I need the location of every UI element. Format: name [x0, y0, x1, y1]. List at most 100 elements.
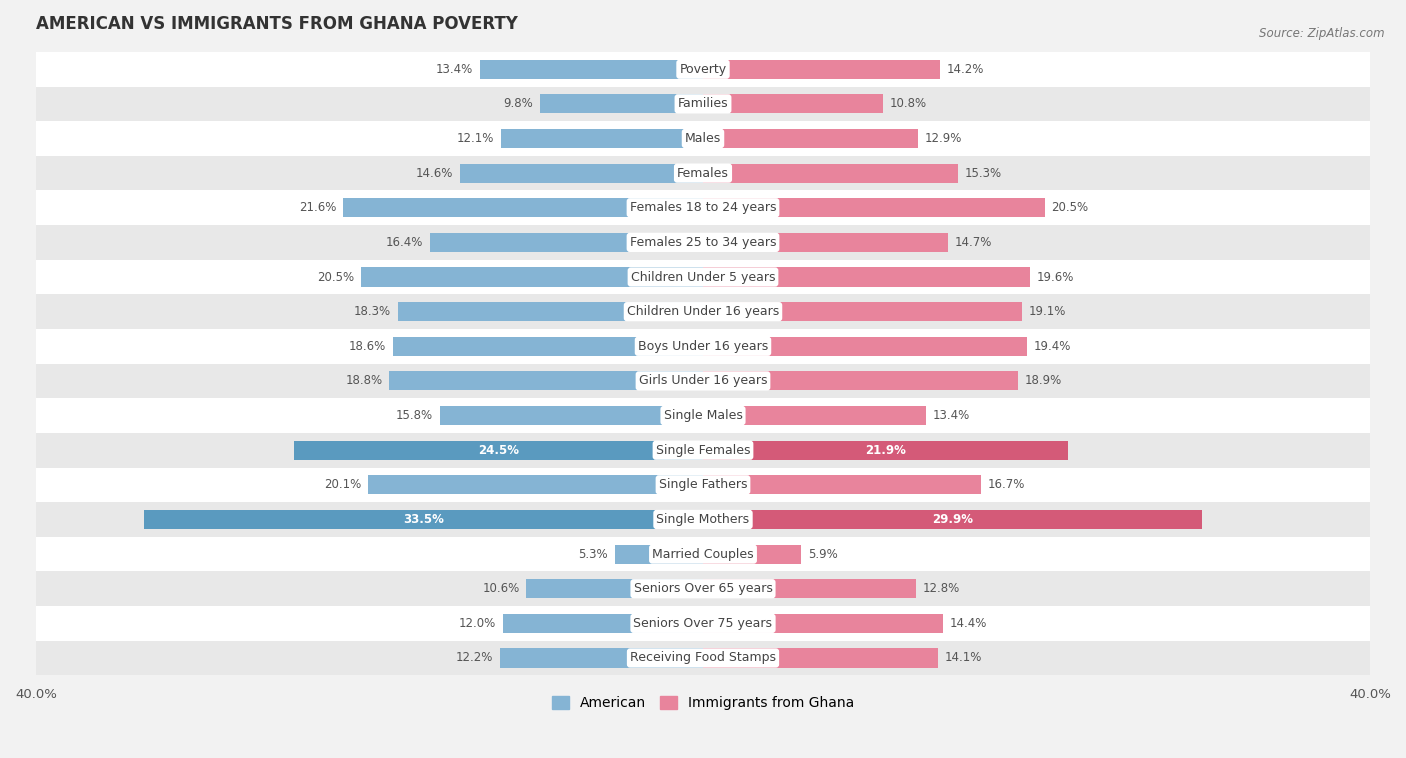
- Bar: [499, 648, 703, 668]
- Text: 21.6%: 21.6%: [298, 202, 336, 215]
- Bar: [37, 468, 1369, 502]
- Bar: [37, 329, 1369, 364]
- Text: Married Couples: Married Couples: [652, 547, 754, 561]
- Text: 16.4%: 16.4%: [385, 236, 423, 249]
- Text: 14.1%: 14.1%: [945, 651, 983, 665]
- Text: Receiving Food Stamps: Receiving Food Stamps: [630, 651, 776, 665]
- Text: 14.2%: 14.2%: [946, 63, 984, 76]
- Text: 12.8%: 12.8%: [924, 582, 960, 595]
- Text: Single Fathers: Single Fathers: [659, 478, 747, 491]
- Bar: [37, 433, 1369, 468]
- Text: Single Females: Single Females: [655, 443, 751, 456]
- Text: 5.9%: 5.9%: [808, 547, 838, 561]
- Text: 15.8%: 15.8%: [395, 409, 433, 422]
- Text: 10.8%: 10.8%: [890, 97, 927, 111]
- Bar: [703, 199, 1045, 218]
- Bar: [37, 52, 1369, 86]
- Bar: [392, 337, 703, 356]
- Bar: [703, 579, 917, 598]
- Text: 33.5%: 33.5%: [404, 513, 444, 526]
- Text: Males: Males: [685, 132, 721, 145]
- Text: Seniors Over 65 years: Seniors Over 65 years: [634, 582, 772, 595]
- Bar: [37, 537, 1369, 572]
- Bar: [37, 364, 1369, 398]
- Bar: [703, 544, 801, 564]
- Text: Boys Under 16 years: Boys Under 16 years: [638, 340, 768, 352]
- Legend: American, Immigrants from Ghana: American, Immigrants from Ghana: [547, 691, 859, 716]
- Bar: [703, 371, 1018, 390]
- Bar: [501, 129, 703, 148]
- Bar: [503, 614, 703, 633]
- Bar: [703, 268, 1029, 287]
- Text: Source: ZipAtlas.com: Source: ZipAtlas.com: [1260, 27, 1385, 39]
- Text: Single Males: Single Males: [664, 409, 742, 422]
- Bar: [526, 579, 703, 598]
- Text: 5.3%: 5.3%: [578, 547, 607, 561]
- Bar: [37, 225, 1369, 260]
- Bar: [37, 121, 1369, 156]
- Text: 18.9%: 18.9%: [1025, 374, 1062, 387]
- Bar: [460, 164, 703, 183]
- Text: 13.4%: 13.4%: [934, 409, 970, 422]
- Bar: [703, 164, 957, 183]
- Text: AMERICAN VS IMMIGRANTS FROM GHANA POVERTY: AMERICAN VS IMMIGRANTS FROM GHANA POVERT…: [37, 15, 517, 33]
- Bar: [703, 233, 948, 252]
- Text: Families: Families: [678, 97, 728, 111]
- Text: 12.0%: 12.0%: [458, 617, 496, 630]
- Text: Poverty: Poverty: [679, 63, 727, 76]
- Text: 12.9%: 12.9%: [925, 132, 962, 145]
- Bar: [294, 440, 703, 459]
- Bar: [37, 156, 1369, 190]
- Text: 20.5%: 20.5%: [1052, 202, 1088, 215]
- Text: 19.1%: 19.1%: [1028, 305, 1066, 318]
- Text: 12.2%: 12.2%: [456, 651, 494, 665]
- Text: 19.6%: 19.6%: [1036, 271, 1074, 283]
- Bar: [343, 199, 703, 218]
- Text: 13.4%: 13.4%: [436, 63, 472, 76]
- Bar: [540, 94, 703, 114]
- Text: Girls Under 16 years: Girls Under 16 years: [638, 374, 768, 387]
- Bar: [703, 614, 943, 633]
- Bar: [37, 294, 1369, 329]
- Text: 24.5%: 24.5%: [478, 443, 519, 456]
- Text: 21.9%: 21.9%: [865, 443, 905, 456]
- Bar: [703, 406, 927, 425]
- Bar: [703, 302, 1022, 321]
- Text: Females: Females: [678, 167, 728, 180]
- Text: Females 25 to 34 years: Females 25 to 34 years: [630, 236, 776, 249]
- Text: 19.4%: 19.4%: [1033, 340, 1070, 352]
- Bar: [703, 475, 981, 494]
- Bar: [703, 60, 939, 79]
- Bar: [389, 371, 703, 390]
- Bar: [614, 544, 703, 564]
- Text: Single Mothers: Single Mothers: [657, 513, 749, 526]
- Text: 14.7%: 14.7%: [955, 236, 993, 249]
- Bar: [479, 60, 703, 79]
- Text: 18.8%: 18.8%: [346, 374, 382, 387]
- Text: 9.8%: 9.8%: [503, 97, 533, 111]
- Bar: [37, 572, 1369, 606]
- Text: 10.6%: 10.6%: [482, 582, 520, 595]
- Bar: [440, 406, 703, 425]
- Bar: [145, 510, 703, 529]
- Bar: [703, 94, 883, 114]
- Text: 29.9%: 29.9%: [932, 513, 973, 526]
- Bar: [37, 398, 1369, 433]
- Bar: [398, 302, 703, 321]
- Text: 14.6%: 14.6%: [416, 167, 453, 180]
- Text: 18.6%: 18.6%: [349, 340, 387, 352]
- Bar: [703, 510, 1202, 529]
- Text: Females 18 to 24 years: Females 18 to 24 years: [630, 202, 776, 215]
- Bar: [703, 648, 938, 668]
- Bar: [429, 233, 703, 252]
- Text: Children Under 5 years: Children Under 5 years: [631, 271, 775, 283]
- Text: 20.5%: 20.5%: [318, 271, 354, 283]
- Bar: [703, 337, 1026, 356]
- Text: Children Under 16 years: Children Under 16 years: [627, 305, 779, 318]
- Bar: [37, 86, 1369, 121]
- Text: 12.1%: 12.1%: [457, 132, 495, 145]
- Text: 18.3%: 18.3%: [354, 305, 391, 318]
- Bar: [37, 606, 1369, 641]
- Bar: [361, 268, 703, 287]
- Bar: [37, 502, 1369, 537]
